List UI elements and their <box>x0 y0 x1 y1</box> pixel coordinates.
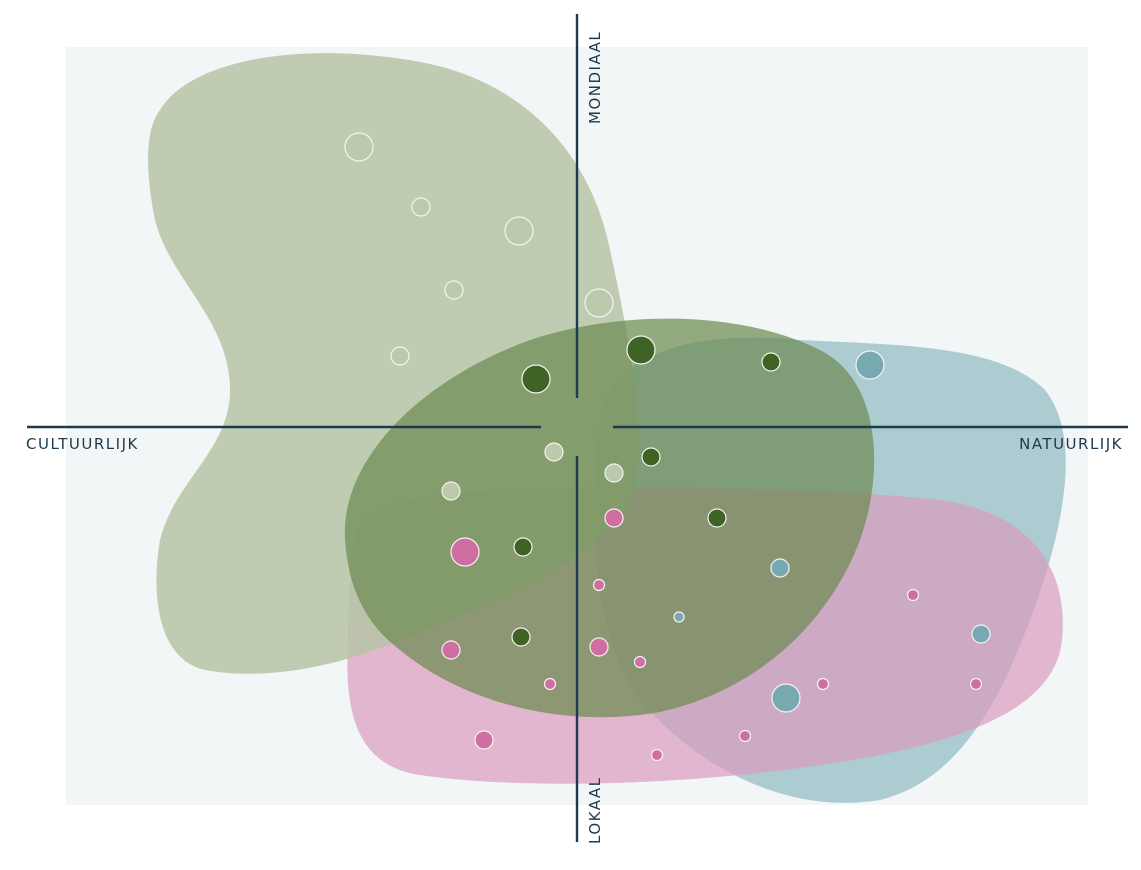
point-blue <box>673 611 685 623</box>
point-light-green <box>390 346 410 366</box>
point-pink <box>650 748 664 762</box>
point-pink <box>543 677 557 691</box>
point-light-green <box>344 132 374 162</box>
point-pink <box>633 655 647 669</box>
point-dark-green <box>521 364 551 394</box>
region-areas <box>148 53 1066 803</box>
point-dark-green <box>707 508 727 528</box>
point-pink <box>589 637 609 657</box>
data-points <box>344 132 991 762</box>
point-blue <box>855 350 885 380</box>
axis-labels: MONDIAAL LOKAAL CULTUURLIJK NATUURLIJK <box>26 31 1123 845</box>
axis-label-left: CULTUURLIJK <box>26 435 139 453</box>
point-light-green <box>441 481 461 501</box>
point-blue <box>770 558 790 578</box>
point-dark-green <box>641 447 661 467</box>
point-dark-green <box>513 537 533 557</box>
point-pink <box>474 730 494 750</box>
point-light-green <box>411 197 431 217</box>
point-dark-green <box>511 627 531 647</box>
point-pink <box>906 588 920 602</box>
point-light-green <box>584 288 614 318</box>
point-pink <box>592 578 606 592</box>
point-light-green <box>444 280 464 300</box>
point-pink <box>816 677 830 691</box>
axis-label-bottom: LOKAAL <box>586 777 604 845</box>
point-light-green <box>504 216 534 246</box>
axis-label-top: MONDIAAL <box>586 31 604 124</box>
point-pink <box>738 729 752 743</box>
axis-label-right: NATUURLIJK <box>1019 435 1123 453</box>
point-dark-green <box>761 352 781 372</box>
point-pink <box>604 508 624 528</box>
point-blue <box>771 683 801 713</box>
point-dark-green <box>626 335 656 365</box>
point-pink <box>450 537 480 567</box>
point-light-green <box>604 463 624 483</box>
point-light-green <box>544 442 564 462</box>
axes <box>27 14 1128 842</box>
point-pink <box>969 677 983 691</box>
point-blue <box>971 624 991 644</box>
point-pink <box>441 640 461 660</box>
